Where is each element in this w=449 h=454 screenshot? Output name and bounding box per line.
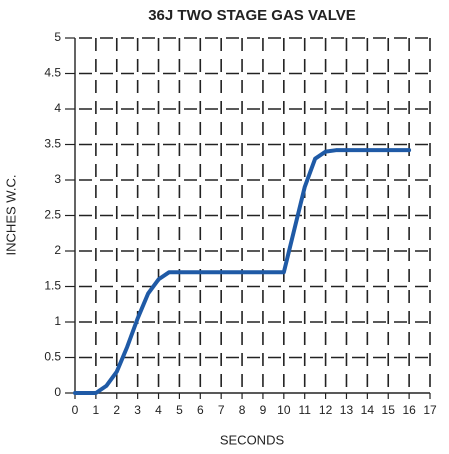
x-tick-label: 10 — [277, 403, 291, 417]
x-tick-label: 4 — [155, 403, 162, 417]
x-tick-label: 11 — [298, 403, 311, 417]
x-axis-label: SECONDS — [220, 432, 285, 447]
x-tick-label: 14 — [361, 403, 375, 417]
x-tick-label: 16 — [402, 403, 416, 417]
y-tick-label: 3.5 — [44, 137, 61, 151]
y-tick-label: 4 — [54, 101, 61, 115]
x-tick-label: 15 — [382, 403, 396, 417]
x-tick-label: 7 — [218, 403, 225, 417]
y-tick-label: 4.5 — [44, 66, 61, 80]
x-tick-label: 3 — [134, 403, 141, 417]
y-tick-label: 1 — [54, 314, 61, 328]
y-tick-label: 0.5 — [44, 350, 61, 364]
x-tick-label: 8 — [239, 403, 246, 417]
x-tick-label: 2 — [113, 403, 120, 417]
x-tick-label: 1 — [93, 403, 100, 417]
x-tick-label: 5 — [176, 403, 183, 417]
y-tick-label: 2.5 — [44, 208, 61, 222]
x-tick-label: 12 — [319, 403, 333, 417]
y-tick-label: 5 — [54, 30, 61, 44]
x-tick-label: 13 — [340, 403, 354, 417]
y-axis-label: INCHES W.C. — [3, 175, 18, 256]
x-tick-label: 6 — [197, 403, 204, 417]
x-tick-label: 0 — [72, 403, 79, 417]
x-tick-label: 17 — [423, 403, 437, 417]
x-tick-label: 9 — [260, 403, 267, 417]
chart-title: 36J TWO STAGE GAS VALVE — [148, 7, 356, 24]
y-tick-label: 0 — [54, 385, 61, 399]
y-tick-label: 2 — [54, 243, 61, 257]
y-tick-label: 1.5 — [44, 279, 61, 293]
data-line — [73, 148, 412, 395]
y-tick-label: 3 — [54, 172, 61, 186]
